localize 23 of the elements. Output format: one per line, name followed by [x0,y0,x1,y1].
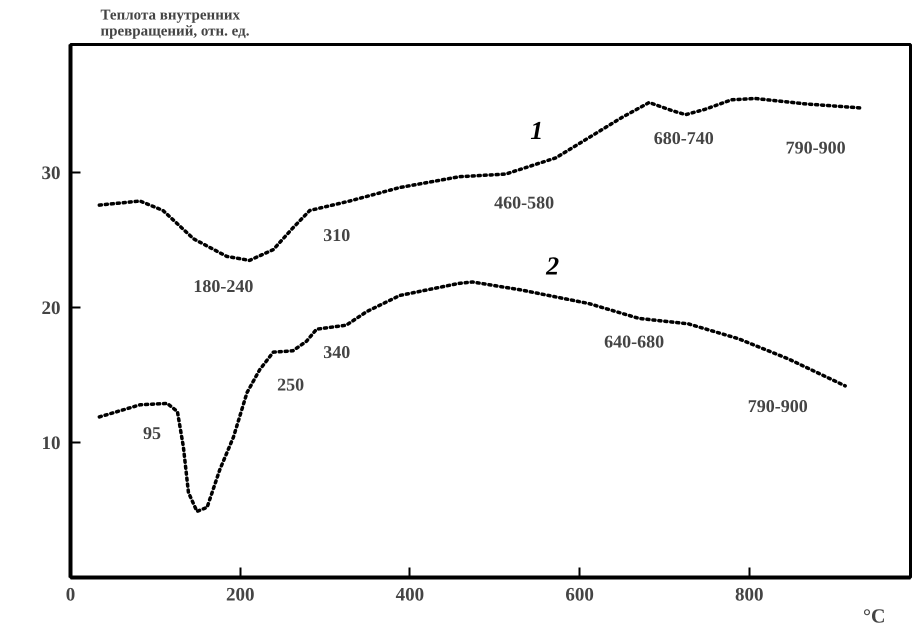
series-label: 2 [545,252,560,281]
y-tick-label: 10 [42,433,60,454]
x-tick-label: 0 [66,584,76,606]
annotation: 790-900 [786,137,846,158]
x-tick-label: 800 [735,584,764,606]
annotation: 680-740 [654,128,714,148]
y-axis-title: Теплота внутренних превращений, отн. ед. [100,8,250,40]
annotation: 310 [323,224,350,245]
x-tick-label: 400 [396,584,424,606]
line-series [98,280,847,514]
series-label: 1 [530,116,544,145]
annotation: 340 [323,342,350,362]
y-tick-label: 30 [42,163,60,184]
annotation: 790-900 [748,396,808,416]
y-tick-label: 20 [42,298,60,320]
x-tick-label: 200 [226,584,254,606]
annotation: 640-680 [604,331,664,352]
x-axis-title: °C [863,606,886,627]
annotation: 250 [277,374,304,395]
annotation: 180-240 [193,276,254,296]
annotation: 460-580 [494,192,554,212]
annotation: 95 [142,423,161,444]
x-tick-label: 600 [565,584,594,606]
